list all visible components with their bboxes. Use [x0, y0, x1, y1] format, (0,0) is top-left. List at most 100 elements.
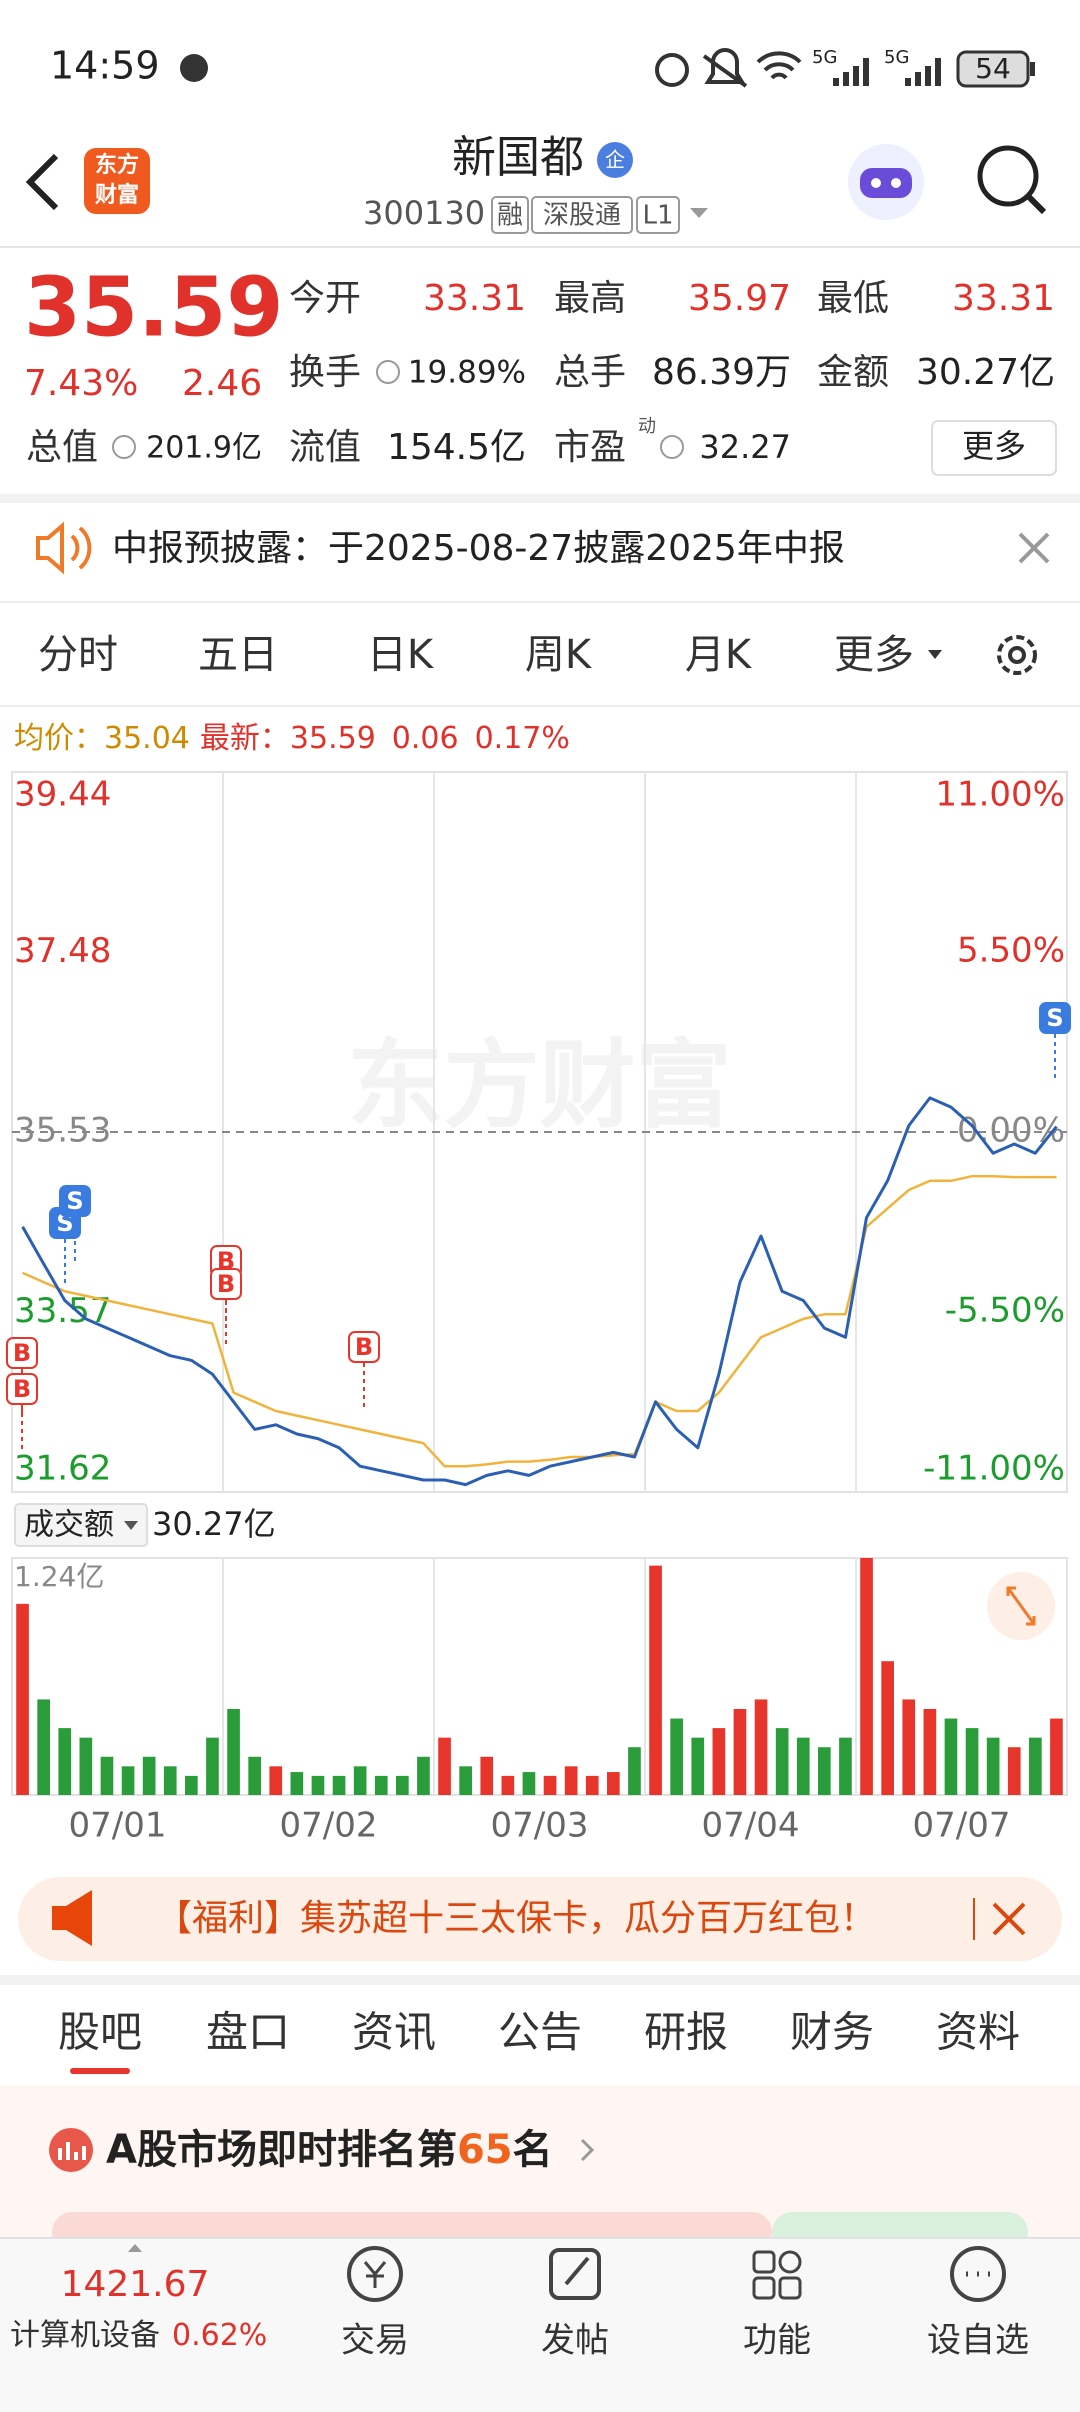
banner-text: 【福利】集苏超十三太保卡，瓜分百万红包！: [156, 1898, 876, 1939]
section-tab[interactable]: 公告: [498, 2008, 582, 2057]
section-tab[interactable]: 研报: [644, 2008, 728, 2057]
info-line: 均价：35.04 最新：35.59 0.06 0.17%: [14, 721, 570, 756]
header: 东方 财富 新国都 企 300130 融 深股通 L1: [0, 132, 1080, 248]
volume-bar: [417, 1756, 430, 1795]
info-icon[interactable]: [112, 435, 136, 459]
volume-bar: [775, 1728, 789, 1795]
volume-bar: [290, 1772, 304, 1795]
y2-tick-label: 11.00%: [935, 775, 1065, 815]
battery-tip: [1030, 62, 1035, 76]
trade-marker: [1039, 1002, 1071, 1034]
tab[interactable]: 日K: [367, 632, 435, 678]
app-logo[interactable]: [84, 148, 150, 214]
trade-icon[interactable]: [347, 2246, 403, 2302]
promo-banner[interactable]: [18, 1877, 1062, 1961]
volume-bar: [796, 1737, 810, 1795]
volume-bar: [733, 1708, 747, 1795]
volume-chart: 1.24亿 07/01 07/02 07/03 07/04 07/07: [11, 1557, 1068, 1846]
y-tick-label: 39.44: [14, 775, 111, 815]
volume-label: 成交额: [24, 1508, 114, 1543]
assistant-eye: [871, 178, 881, 188]
rank-line[interactable]: A股市场即时排名第65名: [106, 2127, 553, 2173]
megaphone-icon: [52, 1890, 92, 1946]
post-icon[interactable]: [549, 2248, 601, 2300]
post-icon-pen: [564, 2256, 590, 2286]
field-value: 86.39万: [652, 352, 791, 393]
network-label: 5G: [884, 47, 909, 68]
x-tick-label: 07/04: [702, 1806, 800, 1846]
volume-bar: [227, 1708, 240, 1795]
field-label: 今开: [289, 278, 361, 319]
section-tab[interactable]: 盘口: [206, 2008, 290, 2057]
volume-bar: [670, 1718, 683, 1795]
expand-icon: [1006, 1586, 1036, 1626]
quote: 35.59 7.43% 2.46 今开 33.31 最高 35.97 最低 33…: [24, 260, 1057, 476]
section-tab[interactable]: 资料: [936, 2008, 1020, 2057]
logo-text: 财富: [95, 182, 139, 208]
battery-level: 54: [975, 52, 1011, 85]
tab[interactable]: 周K: [525, 632, 593, 678]
trade-marker: [59, 1185, 91, 1217]
volume-bar: [649, 1565, 662, 1795]
trade-marker: [210, 1268, 242, 1300]
badge: [597, 142, 633, 178]
volume-bar: [944, 1718, 958, 1795]
action-label[interactable]: 交易: [341, 2321, 409, 2361]
last-change-pct: 0.17%: [475, 721, 570, 756]
action-label[interactable]: 发帖: [541, 2321, 609, 2361]
search-button[interactable]: [977, 145, 1039, 207]
field-label: 总手: [554, 352, 626, 393]
expand-arrow[interactable]: [128, 2244, 142, 2252]
signal-icon: [905, 58, 941, 86]
sector-line[interactable]: 计算机设备 0.62%: [10, 2318, 267, 2353]
rank-icon: [49, 2128, 93, 2172]
section-tab[interactable]: 股吧: [58, 2008, 142, 2057]
banner-close[interactable]: [992, 1902, 1026, 1936]
volume-bar: [818, 1747, 831, 1795]
close-button[interactable]: [1018, 532, 1050, 564]
tab[interactable]: 分时: [38, 632, 118, 678]
volume-bar: [142, 1756, 156, 1795]
field-value: 154.5亿: [387, 427, 526, 468]
trade-marker-label: B: [13, 1339, 31, 1367]
volume-bar: [396, 1775, 409, 1795]
volume-bar: [480, 1756, 494, 1795]
assistant-face: [860, 168, 912, 198]
action-label[interactable]: 设自选: [927, 2321, 1029, 2361]
notice: 中报预披露：于2025-08-27披露2025年中报: [36, 521, 1050, 575]
more-button[interactable]: [931, 420, 1057, 476]
volume-bar: [121, 1766, 135, 1795]
y2-tick-label: 5.50%: [957, 931, 1065, 971]
index-value[interactable]: 1421.67: [61, 2264, 210, 2305]
tab[interactable]: 月K: [685, 632, 753, 678]
trade-marker: [348, 1331, 380, 1363]
watchlist-icon[interactable]: [950, 2246, 1006, 2302]
section-tab[interactable]: 财务: [790, 2008, 874, 2057]
action-label[interactable]: 功能: [743, 2321, 811, 2361]
stock-name: 新国都: [452, 132, 584, 183]
trade-icon-mark: [363, 2261, 387, 2288]
intraday-chart[interactable]: 东方财富31.6233.5735.5337.4839.44-11.00%-5.5…: [6, 771, 1071, 1493]
volume-bar: [459, 1766, 472, 1795]
back-button[interactable]: [25, 153, 59, 211]
volume-bar: [607, 1772, 620, 1795]
volume-bar: [1050, 1718, 1063, 1795]
volume-bar: [522, 1772, 536, 1795]
plot-frame: [11, 1557, 1068, 1796]
tab[interactable]: 五日: [198, 632, 278, 678]
settings-button[interactable]: [997, 635, 1037, 675]
info-icon[interactable]: [660, 435, 684, 459]
volume-bar: [100, 1756, 114, 1795]
section-tab[interactable]: 资讯: [352, 2008, 436, 2057]
volume-selector[interactable]: [14, 1503, 148, 1547]
field-value: 33.31: [423, 278, 526, 319]
info-icon[interactable]: [376, 360, 400, 384]
network-label: 5G: [812, 47, 837, 68]
volume-bar: [923, 1708, 937, 1795]
field-value: 19.89%: [408, 355, 526, 391]
volume-bar: [163, 1766, 177, 1795]
trade-marker: [6, 1337, 38, 1369]
dropdown-arrow[interactable]: [690, 208, 708, 218]
function-icon[interactable]: [752, 2250, 776, 2274]
tab[interactable]: 更多: [834, 632, 914, 678]
